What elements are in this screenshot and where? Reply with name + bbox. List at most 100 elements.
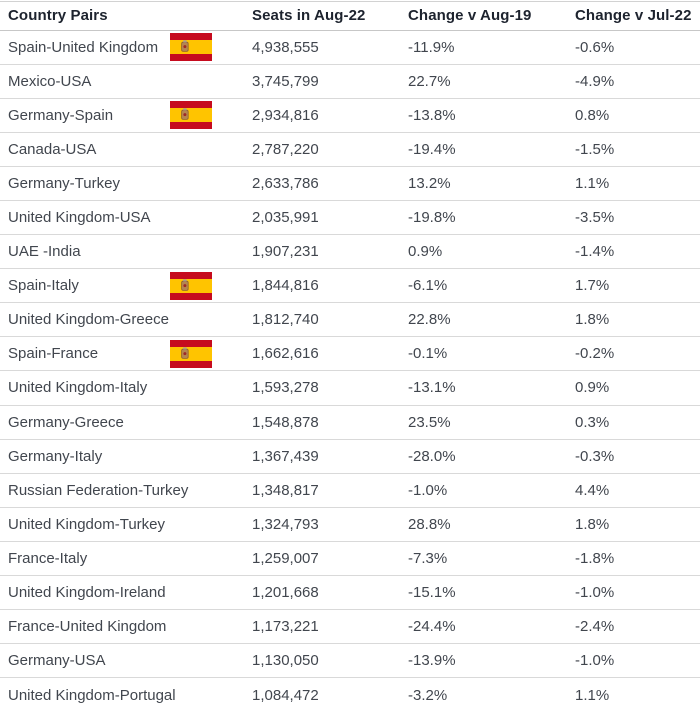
change-v-jul22-value: 1.7% — [575, 277, 610, 295]
change-v-jul22-value: -4.9% — [575, 72, 615, 90]
change-v-aug19-value: -15.1% — [408, 584, 456, 602]
change-v-jul22-value: -0.6% — [575, 38, 615, 56]
country-pair-label: United Kingdom-Portugal — [8, 686, 176, 704]
change-v-jul22-value: 0.3% — [575, 413, 610, 431]
table-row: Russian Federation-Turkey 1,348,817 -1.0… — [0, 473, 700, 508]
change-v-jul22-value: -1.5% — [575, 140, 615, 158]
seats-value: 1,593,278 — [252, 379, 319, 397]
change-v-aug19-value: -13.1% — [408, 379, 456, 397]
table-body: Spain-United Kingdom 4,938,555 -11.9% -0… — [0, 30, 700, 712]
change-v-aug19-value: -0.1% — [408, 345, 448, 363]
country-pair-label: United Kingdom-Turkey — [8, 515, 166, 533]
country-pair-label: UAE -India — [8, 243, 81, 261]
col-header-seats-aug22: Seats in Aug-22 — [252, 7, 366, 25]
change-v-aug19-value: -3.2% — [408, 686, 448, 704]
seats-value: 1,348,817 — [252, 481, 319, 499]
spain-flag-icon — [170, 339, 212, 368]
change-v-jul22-value: 4.4% — [575, 481, 610, 499]
col-header-country-pairs: Country Pairs — [8, 7, 108, 25]
change-v-aug19-value: 22.7% — [408, 72, 451, 90]
change-v-aug19-value: -7.3% — [408, 549, 448, 567]
country-pair-label: Spain-Italy — [8, 277, 79, 295]
table-row: Spain-United Kingdom 4,938,555 -11.9% -0… — [0, 30, 700, 65]
country-pair-label: Spain-United Kingdom — [8, 38, 159, 56]
country-pair-label: France-United Kingdom — [8, 618, 167, 636]
country-pair-label: Spain-France — [8, 345, 99, 363]
spain-flag-icon — [170, 33, 212, 62]
table-row: United Kingdom-USA 2,035,991 -19.8% -3.5… — [0, 200, 700, 235]
table-row: Mexico-USA 3,745,799 22.7% -4.9% — [0, 64, 700, 99]
seats-value: 2,934,816 — [252, 106, 319, 124]
change-v-jul22-value: 1.8% — [575, 311, 610, 329]
change-v-jul22-value: 0.8% — [575, 106, 610, 124]
table-row: Germany-Turkey 2,633,786 13.2% 1.1% — [0, 166, 700, 201]
change-v-aug19-value: -1.0% — [408, 481, 448, 499]
header-row: Country Pairs Seats in Aug-22 Change v A… — [0, 2, 700, 30]
change-v-aug19-value: -19.4% — [408, 140, 456, 158]
col-header-change-v-aug19: Change v Aug-19 — [408, 7, 532, 25]
change-v-aug19-value: 13.2% — [408, 174, 451, 192]
country-pair-label: France-Italy — [8, 549, 88, 567]
seats-value: 1,844,816 — [252, 277, 319, 295]
table-row: France-Italy 1,259,007 -7.3% -1.8% — [0, 541, 700, 576]
table-row: United Kingdom-Portugal 1,084,472 -3.2% … — [0, 678, 700, 712]
change-v-jul22-value: 1.1% — [575, 174, 610, 192]
seats-value: 1,662,616 — [252, 345, 319, 363]
change-v-jul22-value: 0.9% — [575, 379, 610, 397]
seats-value: 1,201,668 — [252, 584, 319, 602]
table-row: France-United Kingdom 1,173,221 -24.4% -… — [0, 610, 700, 644]
spain-flag-icon — [170, 271, 212, 300]
table-row: Germany-Spain 2,934,816 -13.8% 0.8% — [0, 98, 700, 133]
country-pair-label: Germany-Italy — [8, 447, 103, 465]
country-pair-label: Germany-Greece — [8, 413, 124, 431]
seats-value: 1,173,221 — [252, 618, 319, 636]
change-v-aug19-value: -28.0% — [408, 447, 456, 465]
country-pair-label: United Kingdom-Ireland — [8, 584, 166, 602]
change-v-jul22-value: -0.2% — [575, 345, 615, 363]
seats-value: 2,787,220 — [252, 140, 319, 158]
change-v-aug19-value: -13.8% — [408, 106, 456, 124]
table-row: Spain-France 1,662,616 -0.1% -0.2% — [0, 337, 700, 371]
table-row: United Kingdom-Ireland 1,201,668 -15.1% … — [0, 576, 700, 610]
change-v-aug19-value: -19.8% — [408, 209, 456, 227]
table-row: Germany-USA 1,130,050 -13.9% -1.0% — [0, 644, 700, 678]
change-v-aug19-value: 28.8% — [408, 515, 451, 533]
seats-value: 1,907,231 — [252, 243, 319, 261]
change-v-jul22-value: -1.4% — [575, 243, 615, 261]
table-row: Germany-Italy 1,367,439 -28.0% -0.3% — [0, 439, 700, 474]
seats-value: 1,130,050 — [252, 652, 319, 670]
table-row: UAE -India 1,907,231 0.9% -1.4% — [0, 235, 700, 269]
change-v-jul22-value: 1.1% — [575, 686, 610, 704]
table-row: Germany-Greece 1,548,878 23.5% 0.3% — [0, 405, 700, 440]
change-v-jul22-value: -1.0% — [575, 584, 615, 602]
seats-value: 2,035,991 — [252, 209, 319, 227]
country-pair-label: Mexico-USA — [8, 72, 92, 90]
table-row: United Kingdom-Turkey 1,324,793 28.8% 1.… — [0, 507, 700, 542]
country-pair-label: Russian Federation-Turkey — [8, 481, 189, 499]
seats-value: 2,633,786 — [252, 174, 319, 192]
table-row: Canada-USA 2,787,220 -19.4% -1.5% — [0, 132, 700, 167]
seats-value: 1,259,007 — [252, 549, 319, 567]
country-pair-label: United Kingdom-Italy — [8, 379, 148, 397]
change-v-jul22-value: -1.8% — [575, 549, 615, 567]
seats-value: 1,812,740 — [252, 311, 319, 329]
seats-value: 1,367,439 — [252, 447, 319, 465]
change-v-aug19-value: -11.9% — [408, 38, 455, 56]
country-pair-label: Canada-USA — [8, 140, 97, 158]
change-v-jul22-value: -3.5% — [575, 209, 615, 227]
change-v-aug19-value: 0.9% — [408, 243, 443, 261]
table-row: Spain-Italy 1,844,816 -6.1% 1.7% — [0, 269, 700, 303]
change-v-aug19-value: -24.4% — [408, 618, 456, 636]
change-v-jul22-value: 1.8% — [575, 515, 610, 533]
change-v-jul22-value: -2.4% — [575, 618, 615, 636]
change-v-aug19-value: 23.5% — [408, 413, 451, 431]
country-pair-label: United Kingdom-USA — [8, 209, 151, 227]
table-row: United Kingdom-Italy 1,593,278 -13.1% 0.… — [0, 371, 700, 406]
change-v-aug19-value: -6.1% — [408, 277, 448, 295]
seats-value: 4,938,555 — [252, 38, 319, 56]
seats-value: 1,548,878 — [252, 413, 319, 431]
country-pair-label: Germany-USA — [8, 652, 106, 670]
country-pair-label: Germany-Spain — [8, 106, 114, 124]
